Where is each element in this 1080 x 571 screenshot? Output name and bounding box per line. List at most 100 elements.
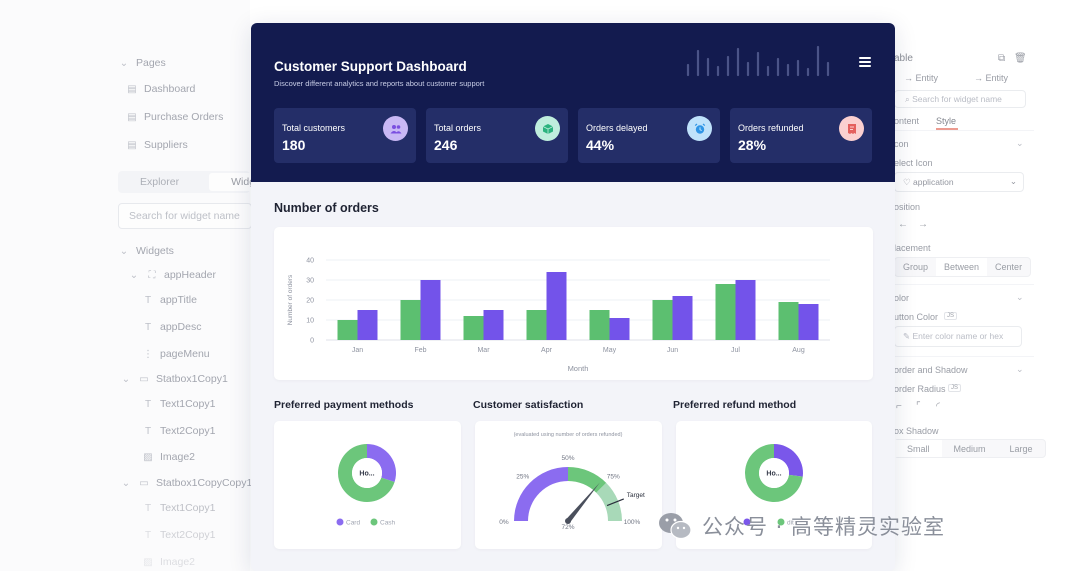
stat-label: Orders delayed (586, 123, 648, 133)
icon-section-header[interactable]: con (894, 139, 909, 149)
radius-none-icon[interactable]: ⌐ (896, 401, 902, 412)
stat-label: Total orders (434, 123, 482, 133)
placement-group[interactable]: Group (903, 262, 929, 272)
satisfaction-gauge-chart: (evaluated using number of orders refund… (499, 432, 645, 531)
x-tick-label: Jul (731, 347, 740, 354)
tree-item[interactable]: ▨ Image2 (143, 451, 196, 463)
properties-panel: able ⧉ 🗑 → Entity → Entity ⌕ Search for … (880, 0, 1080, 571)
stat-card-total-orders[interactable]: Total orders 246 (426, 108, 568, 163)
placement-label: lacement (894, 243, 931, 253)
chevron-down-icon: ⌄ (121, 373, 131, 385)
gauge-subtitle: (evaluated using number of orders refund… (514, 432, 623, 438)
gauge-target-label: Target (627, 492, 645, 499)
tree-item[interactable]: T appTitle (142, 294, 197, 306)
radius-large-icon[interactable]: ◜ (936, 401, 940, 412)
stat-card-orders-refunded[interactable]: Orders refunded 28% (730, 108, 872, 163)
bar-aug-1 (778, 302, 799, 340)
alarm-icon (687, 116, 712, 141)
tree-item[interactable]: ⌄ ▭ Statbox1Copy1 (121, 373, 228, 385)
y-tick-label: 10 (306, 318, 314, 325)
refund-method-card: Ho... dit (676, 421, 872, 549)
chevron-down-icon: ⌄ (119, 57, 129, 69)
page-item-dashboard[interactable]: ▤ Dashboard (127, 83, 196, 95)
js-badge[interactable]: JS (948, 384, 962, 392)
icon-select[interactable]: ♡ application ⌄ (894, 172, 1024, 192)
placement-center[interactable]: Center (995, 262, 1023, 272)
bar-mar-2 (483, 310, 504, 340)
tree-item[interactable]: ⋮ pageMenu (143, 348, 210, 360)
button-color-input[interactable]: ✎ Enter color name or hex (894, 326, 1022, 347)
page-item-purchase-orders[interactable]: ▤ Purchase Orders (127, 111, 224, 123)
gauge-tick-label: 25% (516, 474, 529, 481)
pages-header[interactable]: ⌄ Pages (119, 57, 166, 69)
heart-icon: ♡ (903, 177, 913, 187)
donut-slice-1 (367, 444, 396, 482)
explorer-content: ⌄ Pages ▤ Dashboard ▤ Purchase Orders ▤ … (118, 0, 277, 571)
tree-item[interactable]: ⌄ ▭ Statbox1CopyCopy1 (121, 477, 253, 489)
copy-icon[interactable]: ⧉ (998, 53, 1006, 64)
image-icon: ▨ (143, 556, 153, 568)
stat-card-orders-delayed[interactable]: Orders delayed 44% (578, 108, 720, 163)
tree-item[interactable]: ⌄ ⛶ appHeader (129, 269, 216, 281)
stat-value: 44% (586, 137, 615, 153)
entity-link-a[interactable]: → Entity (904, 73, 939, 83)
receipt-icon (839, 116, 864, 141)
page-icon: ▤ (127, 139, 137, 151)
donut-slice-2 (745, 444, 803, 502)
trash-icon[interactable]: 🗑 (1014, 53, 1027, 64)
stat-card-total-customers[interactable]: Total customers 180 (274, 108, 416, 163)
tree-item[interactable]: T appDesc (142, 321, 202, 333)
color-section-header[interactable]: olor (894, 293, 910, 303)
tab-content[interactable]: ontent (894, 116, 920, 126)
page-item-suppliers[interactable]: ▤ Suppliers (127, 139, 188, 151)
chevron-down-icon[interactable]: ⌄ (1016, 364, 1024, 374)
bar-may-1 (589, 310, 610, 340)
chevron-down-icon[interactable]: ⌄ (1016, 138, 1024, 148)
tree-item[interactable]: T Text1Copy1 (142, 398, 216, 410)
app-header: Customer Support Dashboard Discover diff… (251, 23, 895, 182)
properties-search-input[interactable]: ⌕ Search for widget name (894, 90, 1026, 108)
tree-item[interactable]: ▨ Image2 (143, 556, 196, 568)
tab-active-indicator (936, 128, 958, 130)
tree-item[interactable]: T Text2Copy1 (142, 529, 216, 541)
arrow-left-icon[interactable]: ← (898, 219, 908, 230)
chevron-down-icon: ⌄ (119, 245, 129, 257)
shadow-label: ox Shadow (894, 426, 939, 436)
hamburger-menu-icon[interactable] (859, 57, 871, 67)
border-section-header[interactable]: order and Shadow (894, 365, 968, 375)
shadow-large[interactable]: Large (1009, 444, 1033, 454)
text-icon: T (144, 321, 152, 333)
y-axis-label: Number of orders (287, 274, 294, 325)
bar-jan-1 (337, 320, 358, 340)
shadow-medium[interactable]: Medium (953, 444, 986, 454)
bar-jul-1 (715, 284, 736, 340)
entity-link-b[interactable]: → Entity (974, 73, 1009, 83)
x-tick-label: May (603, 347, 617, 354)
widget-search-input[interactable]: Search for widget name (118, 203, 252, 229)
gauge-tick-label: 0% (499, 519, 509, 526)
donut-hole (759, 458, 789, 488)
tree-item[interactable]: T Text2Copy1 (142, 425, 216, 437)
donut-hole (352, 458, 382, 488)
arrow-right-icon[interactable]: → (918, 219, 928, 230)
text-icon: T (144, 398, 152, 410)
chevron-down-icon[interactable]: ⌄ (1016, 292, 1024, 302)
position-label: osition (894, 202, 921, 212)
legend-label: dit (787, 520, 794, 527)
tab-explorer[interactable]: Explorer (140, 176, 180, 188)
app-title: Customer Support Dashboard (274, 59, 467, 74)
widgets-header[interactable]: ⌄ Widgets (119, 245, 174, 257)
tab-style[interactable]: Style (936, 116, 957, 126)
divider (894, 356, 1034, 357)
statbox-icon: ▭ (139, 477, 149, 489)
payment-methods-card: Ho... Card Cash (274, 421, 461, 549)
y-tick-label: 20 (306, 298, 314, 305)
shadow-small[interactable]: Small (895, 440, 942, 457)
radius-small-icon[interactable]: ⌜ (916, 401, 921, 412)
js-badge[interactable]: JS (944, 312, 958, 320)
tree-item[interactable]: T Text1Copy1 (142, 502, 216, 514)
box-icon (535, 116, 560, 141)
placement-between[interactable]: Between (936, 258, 988, 276)
chevron-down-icon: ⌄ (121, 477, 131, 489)
more-vertical-icon: ⋮ (143, 348, 153, 360)
